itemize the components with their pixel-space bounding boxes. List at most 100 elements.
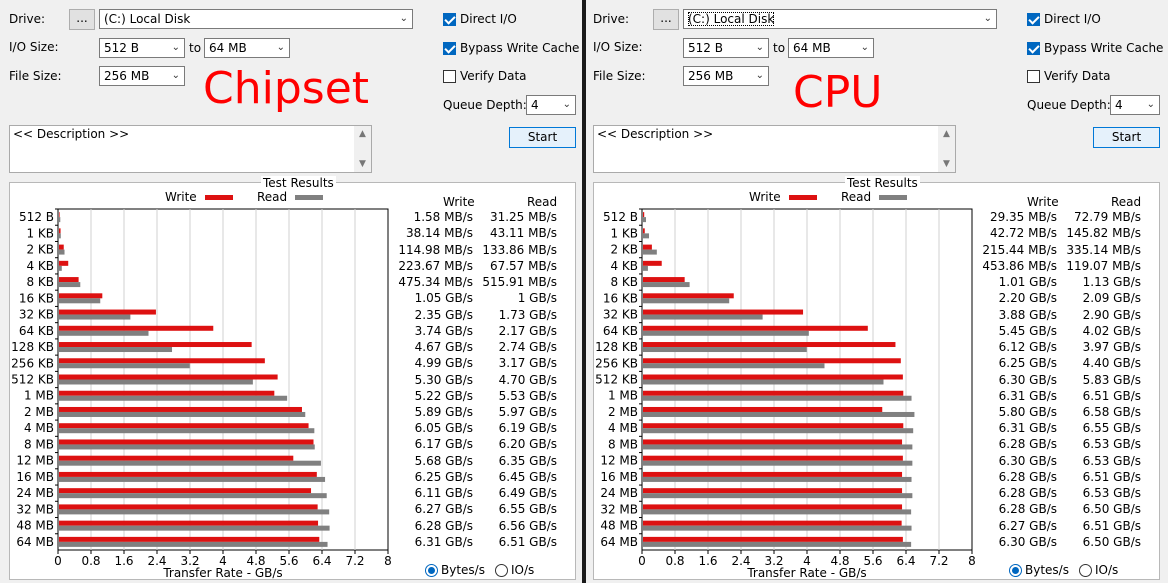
file-size-label: File Size: (593, 69, 646, 83)
drive-select[interactable]: (C:) Local Disk ⌄ (99, 9, 413, 29)
chevron-down-icon: ⌄ (276, 42, 285, 53)
read-value: 6.53 GB/s (1082, 437, 1141, 452)
y-tick-label: 8 KB (610, 275, 638, 289)
scroll-down-icon[interactable]: ▼ (359, 159, 366, 169)
read-bar (59, 298, 101, 304)
description-textarea[interactable]: << Description >> ▲ ▼ (593, 125, 956, 173)
direct-io-checkbox[interactable]: Direct I/O (1027, 12, 1101, 26)
transfer-rate-chart: 0 0.8 1.6 2.4 3.2 4 4.8 5.6 6.4 7.2 8 Transfer Rate… (11, 208, 392, 580)
y-tick-label: 8 MB (24, 437, 54, 451)
verify-data-checkbox[interactable]: Verify Data (443, 69, 527, 83)
read-bar (643, 525, 912, 531)
y-tick-label: 16 KB (603, 291, 638, 305)
read-bar (643, 476, 912, 482)
description-textarea[interactable]: << Description >> ▲ ▼ (9, 125, 372, 173)
read-value: 2.74 GB/s (498, 340, 557, 355)
y-tick-label: 2 MB (24, 405, 54, 419)
chevron-down-icon: ⌄ (755, 70, 764, 81)
read-value: 2.90 GB/s (1082, 307, 1141, 322)
checkbox-unchecked-icon (1027, 69, 1040, 83)
verify-data-checkbox[interactable]: Verify Data (1027, 69, 1111, 83)
write-value: 1.01 GB/s (998, 275, 1057, 290)
read-bar (59, 411, 306, 417)
x-tick-label: 4.8 (246, 554, 265, 568)
io-size-from-select[interactable]: 512 B ⌄ (683, 38, 769, 58)
write-value: 6.25 GB/s (998, 356, 1057, 371)
direct-io-checkbox[interactable]: Direct I/O (443, 12, 517, 26)
y-tick-label: 256 KB (11, 356, 54, 370)
read-bar (643, 541, 912, 547)
read-bar (643, 493, 913, 499)
scroll-down-icon[interactable]: ▼ (943, 159, 950, 169)
write-value: 6.30 GB/s (998, 372, 1057, 387)
start-button[interactable]: Start (1093, 127, 1160, 148)
write-value: 3.88 GB/s (998, 307, 1057, 322)
bypass-write-cache-checkbox[interactable]: Bypass Write Cache (443, 41, 579, 55)
write-bar (59, 342, 252, 348)
write-bar (643, 342, 896, 348)
file-size-select[interactable]: 256 MB ⌄ (99, 66, 185, 86)
start-button[interactable]: Start (509, 127, 576, 148)
x-tick-label: 5.6 (279, 554, 298, 568)
y-tick-label: 12 MB (600, 454, 638, 468)
write-value: 6.28 GB/s (998, 486, 1057, 501)
y-tick-label: 24 MB (16, 486, 54, 500)
bytes-per-second-radio[interactable]: Bytes/s (1009, 563, 1069, 577)
x-tick-label: 4 (803, 554, 811, 568)
y-tick-label: 1 MB (608, 389, 638, 403)
queue-depth-select[interactable]: 4 ⌄ (1110, 95, 1160, 115)
write-bar (59, 244, 64, 250)
read-value: 6.19 GB/s (498, 421, 557, 436)
write-bar (59, 536, 320, 542)
read-value: 3.97 GB/s (1082, 340, 1141, 355)
io-size-to-select[interactable]: 64 MB ⌄ (204, 38, 290, 58)
read-value: 145.82 MB/s (1066, 226, 1141, 241)
y-tick-label: 2 MB (608, 405, 638, 419)
io-size-from-select[interactable]: 512 B ⌄ (99, 38, 185, 58)
read-bar (59, 493, 327, 499)
read-value: 6.51 GB/s (1082, 388, 1141, 403)
legend-read-swatch (879, 195, 908, 200)
write-value: 6.31 GB/s (414, 534, 473, 549)
write-value: 4.67 GB/s (414, 340, 473, 355)
bytes-per-second-radio[interactable]: Bytes/s (425, 563, 485, 577)
read-bar (643, 460, 913, 466)
io-per-second-radio[interactable]: IO/s (495, 563, 534, 577)
read-bar (643, 217, 647, 223)
read-column-header: Read (527, 195, 558, 209)
overlay-title: CPU (793, 67, 883, 118)
read-value: 133.86 MB/s (482, 242, 557, 257)
vertical-scrollbar[interactable]: ▲ ▼ (354, 126, 371, 172)
write-value: 114.98 MB/s (398, 242, 473, 257)
write-value: 6.28 GB/s (998, 469, 1057, 484)
read-bar (59, 379, 253, 385)
scroll-up-icon[interactable]: ▲ (943, 129, 950, 139)
scroll-up-icon[interactable]: ▲ (359, 129, 366, 139)
write-bar (59, 488, 312, 494)
chevron-down-icon: ⌄ (399, 13, 408, 24)
read-value: 4.02 GB/s (1082, 323, 1141, 338)
file-size-select[interactable]: 256 MB ⌄ (683, 66, 769, 86)
chevron-down-icon: ⌄ (171, 42, 180, 53)
browse-button[interactable]: ... (653, 9, 679, 30)
write-value: 4.99 GB/s (414, 356, 473, 371)
io-per-second-radio[interactable]: IO/s (1079, 563, 1118, 577)
read-value: 335.14 MB/s (1066, 242, 1141, 257)
queue-depth-select[interactable]: 4 ⌄ (526, 95, 576, 115)
x-tick-label: 4 (219, 554, 227, 568)
bypass-write-cache-checkbox[interactable]: Bypass Write Cache (1027, 41, 1163, 55)
checkbox-checked-icon (443, 12, 456, 26)
read-value: 4.70 GB/s (498, 372, 557, 387)
y-tick-label: 2 KB (26, 243, 54, 257)
read-value: 72.79 MB/s (1073, 210, 1141, 225)
write-value: 6.30 GB/s (998, 453, 1057, 468)
write-bar (643, 212, 645, 218)
y-tick-label: 12 MB (16, 454, 54, 468)
io-size-to-select[interactable]: 64 MB ⌄ (788, 38, 874, 58)
read-value: 2.09 GB/s (1082, 291, 1141, 306)
browse-button[interactable]: ... (69, 9, 95, 30)
write-bar (643, 455, 903, 461)
vertical-scrollbar[interactable]: ▲ ▼ (938, 126, 955, 172)
drive-select[interactable]: (C:) Local Disk ⌄ (683, 9, 997, 29)
x-axis-label: Transfer Rate - GB/s (746, 566, 866, 580)
